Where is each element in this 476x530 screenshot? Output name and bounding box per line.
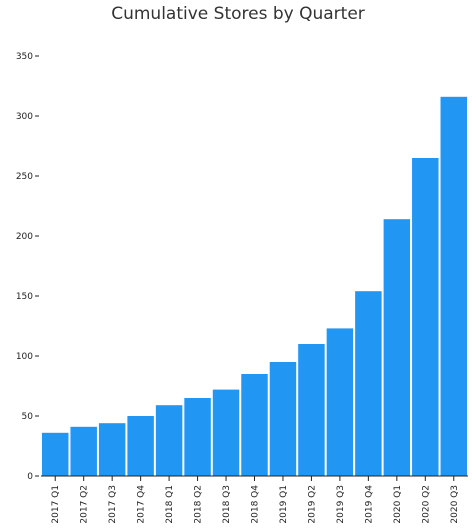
chart-title: Cumulative Stores by Quarter	[111, 4, 365, 24]
bar	[70, 426, 97, 476]
x-tick-label: 2017 Q1	[51, 485, 61, 524]
x-tick-label: 2019 Q2	[307, 485, 317, 524]
y-tick-label: 200	[16, 232, 33, 242]
bar	[412, 158, 439, 476]
x-tick-label: 2019 Q1	[279, 485, 289, 524]
y-tick-label: 300	[16, 112, 33, 122]
bar	[98, 423, 126, 476]
bar	[326, 328, 354, 476]
bar	[269, 362, 297, 476]
x-tick-label: 2018 Q3	[222, 485, 232, 524]
bar	[298, 344, 325, 476]
y-tick-label: 100	[16, 352, 33, 362]
y-axis: 0 50 100 150 200 250 300 350	[16, 52, 39, 482]
bar	[383, 219, 411, 476]
x-tick-label: 2018 Q2	[194, 485, 204, 524]
x-tick-label: 2017 Q2	[80, 485, 90, 524]
bar	[184, 398, 211, 476]
bar	[42, 432, 69, 476]
x-tick-label: 2018 Q4	[251, 485, 261, 524]
bar	[212, 389, 240, 476]
y-tick-label: 0	[27, 472, 33, 482]
bars	[42, 96, 467, 477]
x-tick-label: 2019 Q3	[336, 485, 346, 524]
x-tick-label: 2017 Q3	[108, 485, 118, 524]
x-tick-label: 2019 Q4	[364, 485, 374, 524]
x-tick-label: 2018 Q1	[165, 485, 175, 524]
x-tick-label: 2017 Q4	[137, 485, 147, 524]
bar	[355, 291, 382, 476]
y-tick-label: 350	[16, 52, 33, 62]
x-tick-label: 2020 Q1	[393, 485, 403, 524]
bar	[440, 96, 467, 477]
bar	[241, 374, 268, 476]
x-tick-label: 2020 Q3	[450, 485, 460, 524]
bar	[127, 416, 154, 476]
x-tick-label: 2020 Q2	[421, 485, 431, 524]
y-tick-label: 150	[16, 292, 33, 302]
y-tick-label: 50	[22, 412, 34, 422]
bar	[155, 405, 183, 476]
x-axis: 2017 Q1 2017 Q2 2017 Q3 2017 Q4 2018 Q1 2018 …	[41, 475, 468, 524]
y-tick-label: 250	[16, 172, 33, 182]
